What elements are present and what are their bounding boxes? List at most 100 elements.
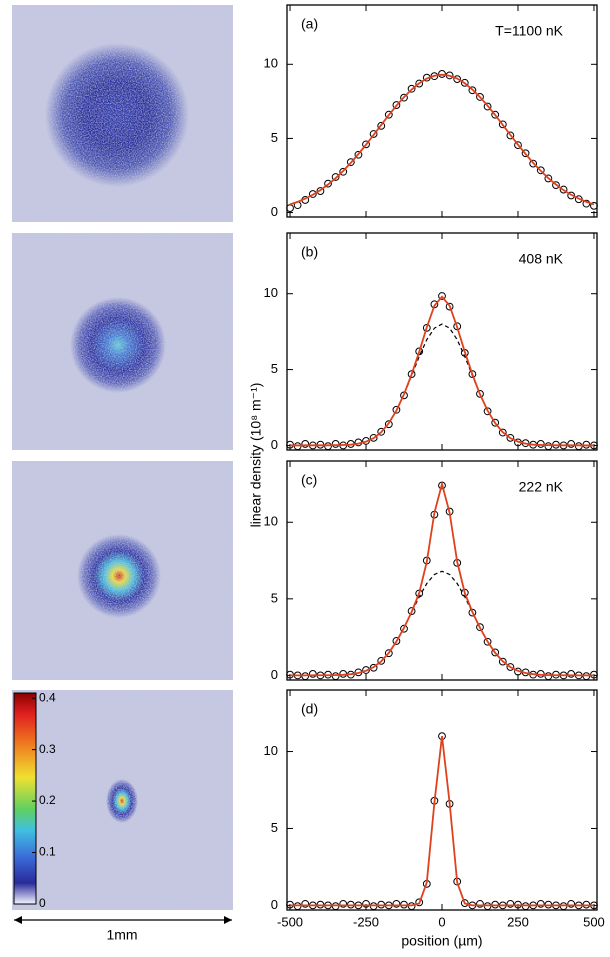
data-point bbox=[491, 418, 500, 427]
data-point bbox=[590, 201, 598, 210]
data-point bbox=[384, 110, 393, 119]
x-tick-label: 250 bbox=[507, 914, 529, 929]
fit-line bbox=[290, 736, 594, 907]
data-point bbox=[339, 899, 348, 908]
panel-label: (d) bbox=[301, 701, 318, 717]
y-tick-label: 10 bbox=[264, 514, 278, 529]
data-point bbox=[384, 649, 393, 658]
fit-line bbox=[290, 480, 594, 677]
annotation: 222 nK bbox=[519, 479, 564, 495]
panel: -500 -250 0 250 500 0 5 10 (d) position (µm) bbox=[264, 689, 605, 949]
data-point bbox=[567, 440, 576, 448]
fit-line bbox=[289, 73, 595, 206]
data-point bbox=[392, 101, 401, 109]
data-point bbox=[559, 185, 568, 194]
y-tick-label: 5 bbox=[271, 361, 278, 376]
data-point bbox=[498, 428, 507, 437]
data-point bbox=[422, 323, 431, 332]
y-tick-label: 5 bbox=[271, 130, 278, 145]
y-axis-label: linear density (10⁸ m⁻¹) bbox=[248, 383, 264, 528]
data-point bbox=[567, 669, 576, 678]
data-point bbox=[521, 149, 530, 158]
image-noise bbox=[12, 690, 233, 910]
data-point bbox=[536, 440, 545, 448]
y-tick-label: 0 bbox=[271, 667, 278, 682]
colorbar-tick-label: 0.2 bbox=[39, 793, 56, 807]
data-point bbox=[301, 440, 310, 448]
data-point bbox=[331, 173, 340, 181]
data-point bbox=[506, 899, 515, 908]
data-point bbox=[377, 427, 386, 436]
plot-frame bbox=[286, 689, 598, 911]
data-point bbox=[339, 167, 348, 176]
data-point bbox=[498, 120, 507, 129]
data-point bbox=[506, 131, 515, 140]
y-tick-label: 5 bbox=[271, 590, 278, 605]
colorbar-tick-label: 0.3 bbox=[39, 742, 56, 756]
data-point bbox=[445, 302, 454, 311]
panel: 0 5 10 (b) 408 nK linear density (10⁸ m⁻¹) bbox=[248, 232, 598, 528]
data-point bbox=[392, 637, 401, 645]
data-point bbox=[468, 86, 477, 95]
data-point bbox=[415, 79, 424, 88]
data-point bbox=[407, 607, 416, 615]
panel-label: (b) bbox=[301, 244, 318, 260]
data-point bbox=[498, 657, 507, 666]
data-point bbox=[567, 899, 576, 908]
data-point bbox=[346, 158, 355, 167]
data-point bbox=[324, 179, 332, 188]
data-point bbox=[506, 433, 515, 442]
data-point bbox=[491, 110, 500, 119]
data-point bbox=[308, 669, 317, 678]
data-point bbox=[301, 899, 310, 908]
panel: 0 5 10 (c) 222 nK bbox=[264, 460, 598, 682]
data-point bbox=[506, 663, 515, 671]
data-point bbox=[476, 623, 484, 632]
panel-label: (c) bbox=[301, 472, 317, 488]
data-point bbox=[392, 899, 401, 908]
absorption-images: 1mm bbox=[12, 5, 233, 943]
thermal-fit bbox=[290, 323, 594, 447]
data-point bbox=[438, 70, 446, 78]
y-tick-label: 10 bbox=[264, 743, 278, 758]
data-point bbox=[392, 405, 401, 414]
data-point bbox=[377, 656, 386, 665]
y-tick-label: 0 bbox=[271, 897, 278, 912]
panel: 0 5 10 (a) T=1100 nK bbox=[264, 4, 598, 219]
data-point bbox=[308, 190, 317, 198]
thermal-fit bbox=[290, 570, 594, 677]
x-tick-label: 500 bbox=[583, 914, 605, 929]
data-point bbox=[415, 898, 424, 907]
data-point bbox=[476, 899, 484, 908]
data-point bbox=[536, 899, 545, 908]
image-noise bbox=[12, 461, 233, 680]
data-point bbox=[369, 663, 378, 672]
colorbar bbox=[13, 692, 37, 905]
colorbar-tick-label: 0.4 bbox=[39, 690, 56, 704]
data-point bbox=[324, 442, 332, 451]
data-point bbox=[369, 433, 378, 442]
data-point bbox=[400, 93, 408, 102]
y-tick-label: 10 bbox=[264, 56, 278, 71]
data-point bbox=[544, 672, 553, 681]
colorbar-tick-label: 0 bbox=[39, 896, 46, 910]
fit-line bbox=[290, 295, 594, 447]
data-point bbox=[491, 648, 500, 657]
y-tick-label: 0 bbox=[271, 437, 278, 452]
x-tick-label: 0 bbox=[438, 914, 445, 929]
data-point bbox=[407, 370, 416, 379]
data-point bbox=[476, 93, 484, 101]
data-point bbox=[483, 102, 492, 111]
data-point bbox=[438, 292, 446, 300]
data-point bbox=[369, 130, 378, 138]
x-tick-label: -500 bbox=[277, 914, 303, 929]
data-point bbox=[362, 899, 370, 908]
annotation: T=1100 nK bbox=[495, 23, 564, 39]
data-point bbox=[460, 899, 469, 907]
annotation: 408 nK bbox=[519, 251, 564, 267]
data-point bbox=[514, 141, 522, 149]
image-noise bbox=[12, 5, 233, 222]
data-point bbox=[468, 370, 477, 379]
colorbar-tick-label: 0.1 bbox=[39, 845, 56, 859]
